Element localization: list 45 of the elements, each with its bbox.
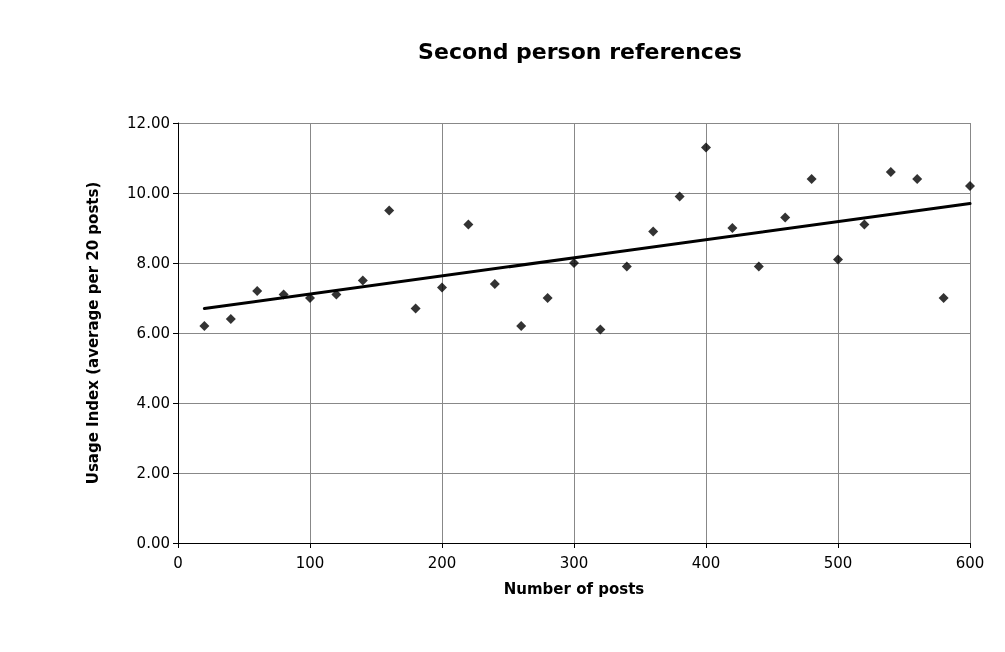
x-tick-label: 600	[955, 553, 985, 572]
y-tick-label: 2.00	[136, 464, 170, 482]
point	[753, 261, 764, 272]
point	[648, 226, 659, 237]
point	[569, 258, 579, 268]
y-tick-label: 10.00	[127, 184, 170, 202]
point	[806, 174, 817, 184]
y-axis-title: Usage Index (average per 20 posts)	[83, 181, 102, 485]
point	[199, 321, 210, 331]
point	[595, 324, 606, 335]
point	[278, 289, 289, 300]
point	[542, 293, 553, 303]
x-tick-label: 500	[823, 553, 853, 572]
x-tick-label: 300	[559, 553, 589, 572]
point	[885, 167, 896, 177]
point	[965, 181, 975, 191]
point	[225, 314, 236, 324]
point	[727, 223, 738, 233]
chart-title: Second person references	[418, 38, 742, 64]
y-tick-label: 12.00	[127, 114, 170, 132]
y-tick-label: 4.00	[136, 394, 170, 412]
x-tick-label: 400	[691, 553, 721, 572]
x-tick-label: 100	[295, 553, 325, 572]
y-tick-label: 0.00	[136, 534, 170, 552]
point	[701, 142, 711, 153]
point	[410, 303, 421, 314]
y-tick-label: 6.00	[136, 324, 170, 342]
point	[674, 191, 685, 202]
x-tick-label: 0	[173, 553, 183, 572]
y-tick-label: 8.00	[136, 254, 170, 272]
point	[252, 286, 263, 296]
point	[384, 205, 395, 216]
point	[859, 219, 870, 230]
point	[621, 261, 632, 272]
point	[912, 174, 923, 184]
x-tick-label: 200	[427, 553, 457, 572]
x-axis-title: Number of posts	[503, 579, 645, 598]
point	[780, 212, 791, 223]
point	[833, 254, 843, 265]
point	[516, 321, 527, 331]
point	[357, 275, 368, 286]
point	[463, 219, 474, 230]
point	[489, 279, 500, 289]
point	[938, 293, 949, 303]
point	[437, 282, 447, 293]
